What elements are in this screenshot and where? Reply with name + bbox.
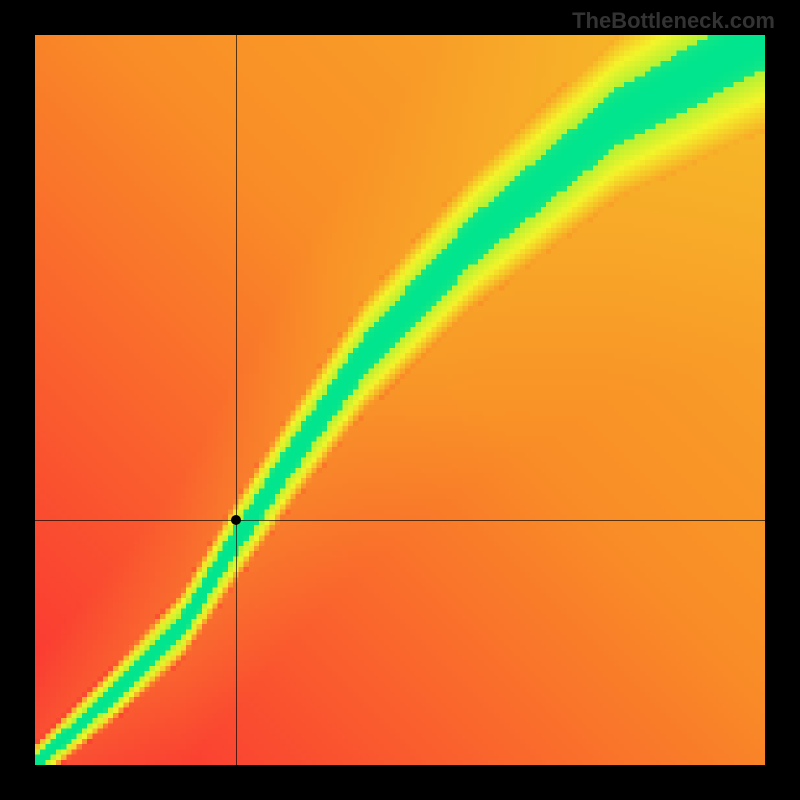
heatmap-canvas bbox=[35, 35, 765, 765]
heatmap-plot bbox=[35, 35, 765, 765]
data-point-marker bbox=[231, 515, 241, 525]
watermark-text: TheBottleneck.com bbox=[572, 8, 775, 34]
crosshair-vertical bbox=[236, 35, 237, 765]
crosshair-horizontal bbox=[35, 520, 765, 521]
